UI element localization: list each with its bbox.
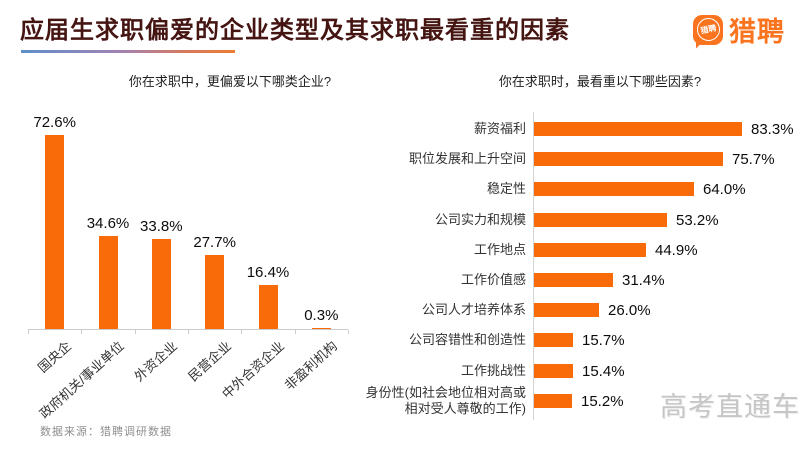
- liepin-logo-text: 猎聘: [729, 17, 785, 47]
- bar-value-label: 34.6%: [86, 215, 130, 232]
- bar-value-label: 0.3%: [304, 307, 339, 324]
- bar-工作价值感: [534, 273, 613, 287]
- data-source-note: 数据来源：猎聘调研数据: [40, 426, 172, 438]
- right-chart-title: 你在求职时，最看重以下哪些因素?: [498, 74, 702, 89]
- y-axis-line: [533, 112, 534, 420]
- category-label: 薪资福利: [473, 121, 526, 136]
- liepin-bubble-text: 猎聘: [694, 15, 722, 44]
- bar-value-label: 33.8%: [140, 218, 183, 235]
- category-label: 工作挑战性: [460, 362, 526, 378]
- liepin-logo: 猎聘 猎聘: [693, 10, 785, 49]
- category-label: 国央企: [34, 338, 74, 376]
- category-label: 公司人才培养体系: [421, 302, 526, 318]
- bar-工作地点: [534, 242, 646, 257]
- bar-国央企: [45, 135, 65, 329]
- category-label: 身份性(如社会地位相对高或相对受人尊敬的工作): [365, 384, 526, 416]
- category-label: 外资企业: [131, 338, 181, 385]
- category-label: 民营企业: [185, 338, 234, 385]
- x-axis-tick: [81, 330, 83, 334]
- category-label: 稳定性: [486, 181, 526, 197]
- bar-公司容错性和: [534, 333, 573, 348]
- bar-外资企业: [151, 239, 171, 329]
- bar-value-label: 64.0%: [703, 181, 746, 199]
- bar-民营企业: [205, 255, 225, 329]
- bar-value-label: 53.2%: [676, 211, 719, 229]
- category-label: 公司容错性和创造性: [408, 332, 526, 348]
- bar-工作挑战性: [534, 363, 573, 378]
- bar-value-label: 15.2%: [581, 392, 624, 410]
- bar-value-label: 15.7%: [582, 332, 625, 350]
- bar-value-label: 15.4%: [582, 362, 625, 380]
- bar-政府机关/事业单位: [98, 236, 118, 329]
- x-axis-tick: [134, 330, 136, 334]
- bar-value-label: 16.4%: [246, 264, 290, 281]
- bar-稳定性: [534, 182, 694, 197]
- x-axis-line: [28, 329, 348, 330]
- bar-value-label: 26.0%: [608, 302, 651, 320]
- x-axis-tick: [188, 330, 189, 334]
- speech-bubble-tail: [696, 39, 705, 49]
- bar-value-label: 31.4%: [622, 272, 665, 289]
- bar-中外合资企业: [258, 285, 278, 329]
- category-label: 公司实力和规模: [434, 211, 526, 227]
- bar-身份性(如社: [534, 393, 572, 408]
- bar-职位发展和上: [534, 152, 723, 167]
- category-label: 中外合资企业: [219, 338, 288, 402]
- bar-value-label: 27.7%: [193, 234, 236, 251]
- bar-公司实力和规: [534, 212, 667, 227]
- x-axis-tick: [348, 330, 349, 334]
- bar-薪资福利: [534, 122, 742, 136]
- watermark-text: 高考直通车: [660, 392, 800, 422]
- category-label: 工作地点: [473, 241, 526, 257]
- x-axis-tick: [241, 330, 243, 334]
- bar-非盈利机构: [311, 328, 331, 329]
- category-label: 工作价值感: [460, 272, 526, 287]
- bar-value-label: 44.9%: [655, 241, 698, 259]
- x-axis-tick: [28, 330, 29, 334]
- category-label: 政府机关/事业单位: [37, 338, 128, 422]
- title-underline-decoration: [21, 50, 235, 53]
- left-chart-title: 你在求职中，更偏爱以下哪类企业?: [128, 74, 332, 89]
- bar-value-label: 75.7%: [732, 151, 775, 169]
- category-label: 非盈利机构: [282, 338, 341, 393]
- liepin-bubble-icon: 猎聘: [693, 14, 723, 49]
- x-axis-tick: [294, 330, 296, 334]
- page-title: 应届生求职偏爱的企业类型及其求职最看重的因素: [20, 17, 570, 44]
- category-label: 职位发展和上升空间: [408, 151, 526, 167]
- bar-公司人才培养: [534, 303, 599, 318]
- bar-value-label: 83.3%: [751, 121, 794, 138]
- bar-value-label: 72.6%: [33, 114, 76, 131]
